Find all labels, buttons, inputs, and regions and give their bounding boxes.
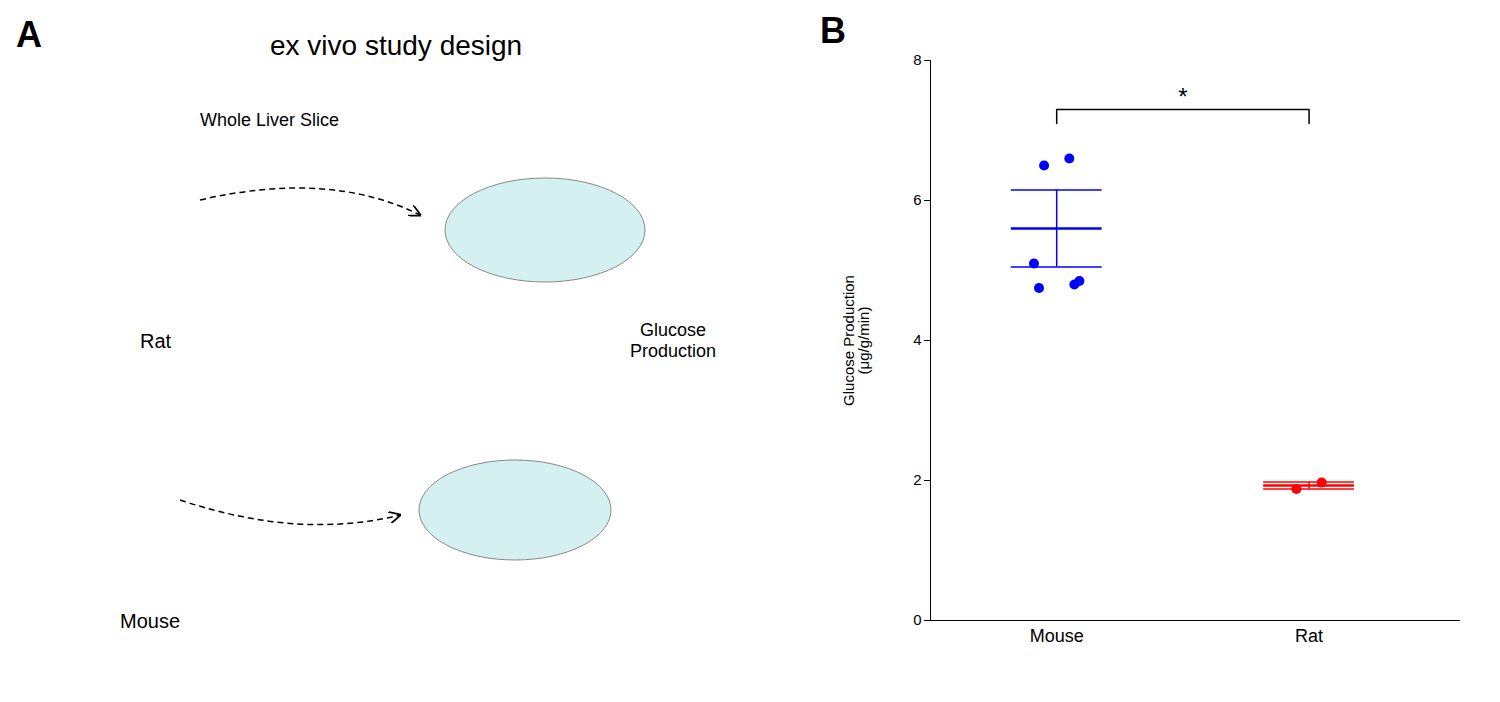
html-text:Glucose Production: Glucose Production (630, 320, 717, 361)
svg-text:8: 8 (913, 51, 921, 68)
svg-text:2: 2 (913, 471, 921, 488)
html-text:Rat: Rat (140, 330, 172, 352)
html-text:A: A (16, 14, 42, 55)
html-text:ex vivo study design: ex vivo study design (270, 30, 523, 61)
svg-text:4: 4 (913, 331, 921, 348)
svg-text:Mouse: Mouse (1030, 626, 1084, 646)
svg-text:Rat: Rat (1295, 626, 1323, 646)
html-text:Mouse: Mouse (120, 610, 180, 632)
svg-text:*: * (1178, 83, 1187, 110)
svg-text:Glucose Production(μg/g/min): Glucose Production(μg/g/min) (840, 275, 872, 406)
svg-text:6: 6 (913, 191, 921, 208)
svg-text:0: 0 (913, 611, 921, 628)
html-text:B: B (820, 10, 846, 51)
html-text:Whole Liver Slice: Whole Liver Slice (200, 110, 340, 130)
